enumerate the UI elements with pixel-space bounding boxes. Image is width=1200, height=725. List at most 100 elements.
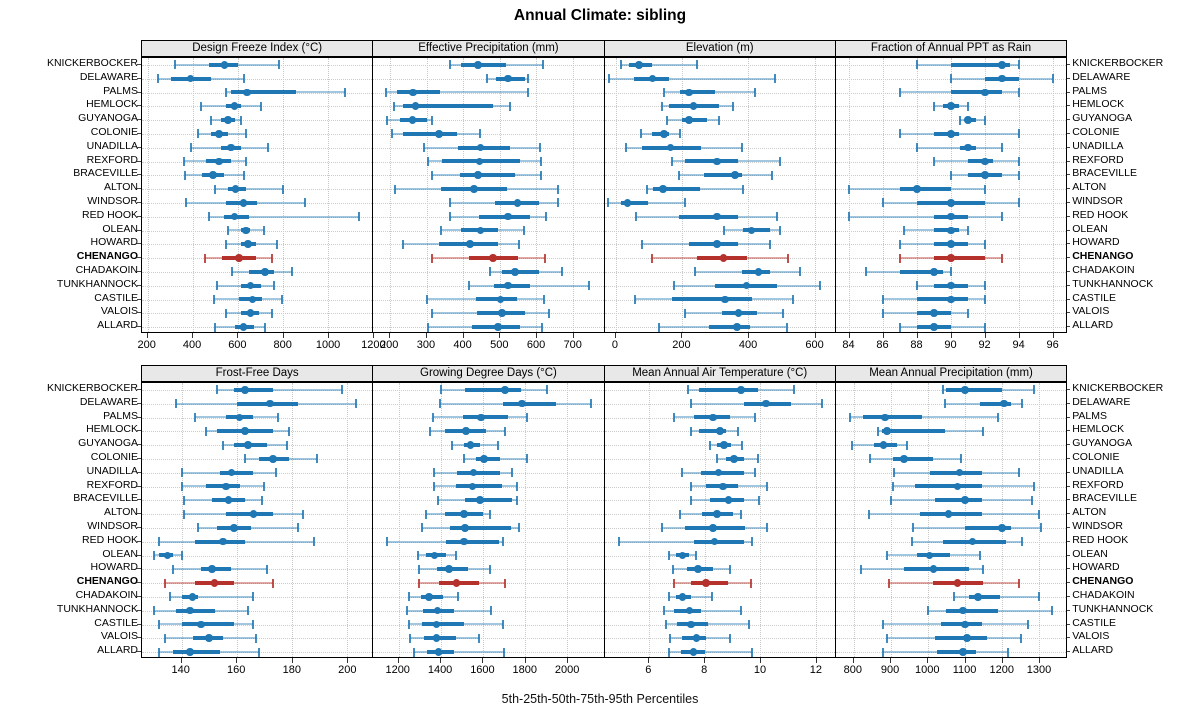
whisker-cap — [773, 74, 776, 84]
axis-tick — [282, 333, 284, 338]
row-tick — [137, 119, 141, 121]
panel-body — [372, 382, 605, 658]
median-dot — [477, 413, 485, 422]
median-dot — [186, 648, 194, 656]
percentile-row — [373, 438, 603, 452]
whisker-cap — [684, 198, 687, 208]
whisker-cap — [156, 74, 159, 84]
whisker-cap — [503, 647, 506, 657]
whisker-cap — [860, 564, 863, 574]
interquartile-bar — [621, 200, 649, 205]
whisker-cap — [751, 537, 753, 547]
panel-strip: Fraction of Annual PPT as Rain — [834, 40, 1068, 57]
panel-body — [141, 57, 375, 333]
whisker-cap — [660, 523, 663, 533]
median-dot — [981, 171, 989, 179]
gridline-horizontal — [142, 258, 373, 260]
interquartile-bar — [946, 387, 1003, 392]
median-dot — [742, 281, 751, 290]
row-tick — [137, 312, 141, 314]
whisker-cap — [1021, 537, 1024, 547]
gridline-horizontal — [604, 313, 835, 315]
gridline-horizontal — [835, 147, 1067, 149]
percentile-row — [836, 141, 1066, 155]
whisker-cap — [426, 294, 429, 304]
whisker-cap — [657, 322, 660, 332]
whisker-cap — [933, 101, 936, 111]
row-tick — [137, 91, 141, 93]
whisker-cap — [1019, 633, 1022, 643]
median-dot — [409, 88, 417, 97]
whisker-cap — [526, 412, 529, 422]
station-label-left: OLEAN — [102, 547, 138, 560]
row-tick — [137, 201, 141, 203]
whisker-cap — [556, 198, 559, 208]
whisker-cap — [1017, 87, 1020, 97]
percentile-row — [836, 493, 1066, 507]
station-label-left: VALOIS — [100, 305, 138, 318]
percentile-row — [836, 424, 1066, 438]
gridline-vertical — [890, 383, 892, 657]
station-label-right: HEMLOCK — [1072, 98, 1125, 111]
axis-tick — [748, 333, 750, 338]
whisker-cap — [273, 281, 276, 291]
whisker-line — [170, 595, 254, 598]
median-dot — [476, 226, 485, 235]
median-dot — [692, 634, 701, 642]
whisker-cap — [753, 468, 756, 478]
median-dot — [476, 496, 484, 504]
median-dot — [678, 551, 687, 560]
row-tick — [137, 63, 141, 65]
row-tick — [137, 257, 141, 259]
whisker-cap — [420, 523, 423, 533]
whisker-cap — [173, 60, 176, 70]
median-dot — [496, 295, 505, 304]
median-dot — [466, 240, 474, 248]
median-dot — [710, 537, 719, 546]
row-tick — [1066, 201, 1071, 203]
median-dot — [244, 441, 252, 449]
median-dot — [239, 323, 248, 331]
median-dot — [930, 268, 938, 276]
whisker-cap — [689, 481, 692, 491]
gridline-vertical — [815, 383, 817, 657]
percentile-row — [605, 549, 835, 563]
median-dot — [489, 254, 497, 262]
axis-tick — [814, 333, 816, 338]
axis-tick-label: 300 — [416, 339, 436, 351]
percentile-row — [142, 438, 372, 452]
whisker-cap — [848, 184, 851, 194]
gridline-vertical — [482, 383, 484, 657]
whisker-cap — [478, 129, 481, 139]
whisker-line — [215, 188, 284, 191]
axis-tick-label: 600 — [805, 339, 824, 351]
axis-tick — [681, 333, 683, 338]
median-dot — [425, 593, 433, 601]
row-tick — [1066, 416, 1071, 418]
whisker-cap — [785, 322, 788, 332]
percentile-row — [836, 86, 1066, 100]
whisker-cap — [449, 60, 452, 70]
axis-tick-label: 1200 — [385, 664, 410, 676]
whisker-cap — [438, 399, 441, 409]
whisker-cap — [511, 468, 514, 478]
percentile-row — [142, 210, 372, 224]
row-tick — [1066, 485, 1071, 487]
median-dot — [224, 116, 232, 124]
whisker-cap — [285, 440, 288, 450]
gridline-horizontal — [142, 106, 373, 108]
station-label-right: HOWARD — [1072, 236, 1120, 249]
whisker-cap — [889, 495, 892, 505]
axis-tick — [1039, 658, 1040, 663]
gridline-vertical — [236, 383, 238, 657]
station-label-left: GUYANOGA — [78, 112, 138, 125]
gridline-vertical — [398, 383, 400, 657]
interquartile-bar — [455, 484, 502, 489]
interquartile-bar — [181, 622, 235, 627]
row-tick — [1066, 298, 1071, 300]
whisker-cap — [933, 156, 936, 166]
percentile-row — [836, 480, 1066, 494]
whisker-cap — [242, 170, 245, 180]
percentile-row — [836, 452, 1066, 466]
median-dot — [660, 130, 668, 138]
